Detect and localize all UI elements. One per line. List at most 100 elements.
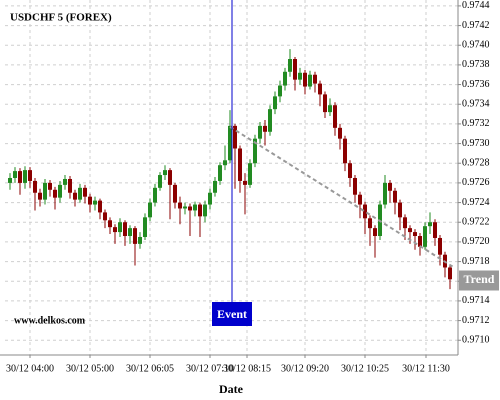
candle-body: [323, 94, 327, 113]
candle-body: [58, 184, 62, 198]
candle-body: [408, 228, 412, 233]
candle-body: [348, 163, 352, 178]
candle-body: [383, 182, 387, 205]
x-tick-label: 30/12 04:00: [6, 363, 54, 374]
candle-body: [398, 202, 402, 218]
candle-body: [153, 187, 157, 203]
x-tick-label: 30/12 10:25: [341, 363, 389, 374]
candle-body: [118, 222, 122, 233]
candle-body: [393, 190, 397, 203]
x-tick-label: 30/12 06:05: [126, 363, 174, 374]
candle-body: [263, 125, 267, 132]
y-tick-label: 0.9722: [462, 217, 490, 228]
candle-body: [298, 72, 302, 80]
y-tick-label: 0.9714: [462, 295, 490, 306]
candle-body: [33, 180, 37, 193]
y-tick-label: 0.9710: [462, 335, 490, 346]
candle-body: [88, 196, 92, 205]
candle-body: [428, 222, 432, 227]
candle-body: [373, 228, 377, 237]
y-tick-label: 0.9726: [462, 177, 490, 188]
candle-body: [318, 83, 322, 95]
y-tick-label: 0.9730: [462, 138, 490, 149]
candle-body: [13, 171, 17, 178]
candle-body: [43, 182, 47, 200]
y-tick-label: 0.9732: [462, 118, 490, 129]
y-tick-label: 0.9724: [462, 197, 490, 208]
candle-body: [288, 59, 292, 72]
candle-body: [213, 180, 217, 193]
candle-body: [148, 202, 152, 218]
candle-body: [123, 222, 127, 237]
candle-body: [308, 74, 312, 87]
candle-body: [143, 217, 147, 237]
candle-body: [438, 237, 442, 255]
candle-body: [73, 192, 77, 200]
candle-body: [98, 200, 102, 213]
watermark: www.delkos.com: [14, 315, 86, 326]
candle-body: [208, 192, 212, 205]
candle-body: [138, 236, 142, 244]
candle-body: [113, 227, 117, 233]
candle-body: [163, 170, 167, 176]
candle-body: [233, 125, 237, 149]
y-tick-label: 0.9734: [462, 99, 490, 110]
event-label-box: [212, 302, 252, 326]
y-tick-label: 0.9736: [462, 79, 490, 90]
candle-body: [278, 85, 282, 97]
y-tick-label: 0.9718: [462, 256, 490, 267]
candle-body: [418, 236, 422, 247]
candle-body: [183, 206, 187, 209]
y-tick-label: 0.9740: [462, 40, 490, 51]
candle-body: [53, 189, 57, 198]
x-tick-label: 30/12 05:00: [66, 363, 114, 374]
candle-body: [83, 187, 87, 197]
candle-body: [273, 96, 277, 110]
candle-body: [313, 74, 317, 84]
trend-line: [229, 126, 454, 268]
plot-area: [5, 0, 458, 355]
candle-body: [433, 222, 437, 238]
x-tick-label: 30/12 08:15: [223, 363, 271, 374]
candle-body: [218, 165, 222, 181]
y-tick-label: 0.9712: [462, 315, 490, 326]
candle-body: [293, 59, 297, 80]
candle-body: [343, 138, 347, 164]
candle-body: [93, 200, 97, 205]
y-tick-label: 0.9744: [462, 0, 490, 11]
candle-body: [413, 232, 417, 237]
candle-body: [63, 178, 67, 185]
x-axis-title: Date: [219, 382, 244, 396]
x-tick-label: 30/12 09:20: [281, 363, 329, 374]
candle-body: [203, 204, 207, 217]
y-tick-label: 0.9738: [462, 59, 490, 70]
y-tick-label: 0.9742: [462, 20, 490, 31]
candle-body: [223, 160, 227, 166]
candle-body: [18, 171, 22, 183]
y-tick-label: 0.9728: [462, 158, 490, 169]
candle-body: [448, 267, 452, 280]
candle-body: [228, 125, 232, 161]
candle-body: [253, 138, 257, 164]
event-label: Event: [217, 307, 247, 321]
x-tick-label: 30/12 11:30: [402, 363, 450, 374]
candle-body: [178, 202, 182, 209]
candle-body: [168, 170, 172, 185]
candle-body: [368, 218, 372, 229]
candle-body: [283, 71, 287, 86]
candle-body: [108, 220, 112, 228]
candle-body: [258, 125, 262, 139]
candle-body: [303, 72, 307, 87]
candle-body: [338, 127, 342, 139]
y-tick-label: 0.9720: [462, 236, 490, 247]
candle-body: [198, 204, 202, 217]
candle-body: [358, 194, 362, 205]
candle-body: [243, 180, 247, 185]
candle-body: [423, 226, 427, 247]
candle-body: [128, 228, 132, 237]
candle-body: [328, 105, 332, 113]
candle-body: [268, 109, 272, 132]
candle-body: [78, 187, 82, 200]
